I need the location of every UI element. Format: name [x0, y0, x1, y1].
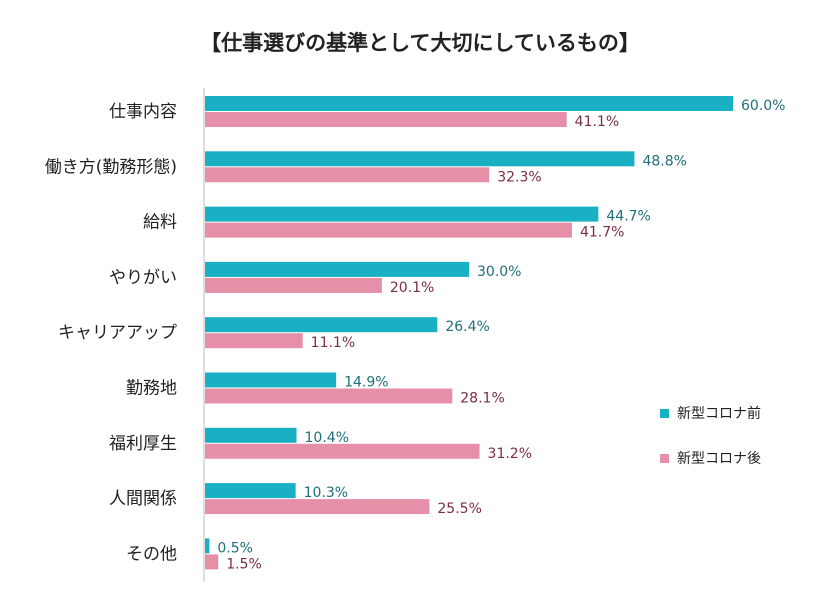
bar-before-7: [205, 483, 296, 499]
bar-after-3: [205, 277, 382, 293]
category-label: 働き方(勤務形態): [45, 157, 177, 177]
data-label: 41.1%: [575, 114, 619, 130]
bar-after-4: [205, 333, 303, 349]
data-label: 41.7%: [580, 225, 624, 241]
bar-after-7: [205, 499, 430, 515]
bar-before-2: [205, 206, 599, 222]
legend-label-before: 新型コロナ前: [677, 405, 761, 422]
data-label: 60.0%: [741, 98, 785, 114]
data-label: 28.1%: [460, 391, 504, 407]
legend-swatch-after: [660, 454, 669, 463]
legend-label-after: 新型コロナ後: [677, 451, 761, 467]
data-label: 31.2%: [488, 446, 532, 462]
bar-after-2: [205, 222, 572, 238]
bar-before-8: [205, 538, 210, 554]
data-label: 44.7%: [606, 209, 650, 225]
bar-after-1: [205, 167, 490, 183]
data-label: 32.3%: [497, 169, 541, 185]
bar-before-1: [205, 151, 635, 167]
bar-before-5: [205, 372, 337, 388]
data-label: 11.1%: [311, 335, 355, 351]
data-label: 20.1%: [390, 280, 434, 296]
data-label: 10.4%: [305, 430, 349, 446]
legend-swatch-before: [660, 409, 669, 418]
bar-after-8: [205, 554, 219, 570]
category-label: キャリアアップ: [58, 323, 177, 343]
bars-group: 仕事内容 60.0% 41.1% 働き方(勤務形態) 48.8% 32.3% 給料 44.7%…: [45, 96, 785, 572]
data-label: 0.5%: [217, 540, 253, 556]
data-label: 14.9%: [344, 375, 388, 391]
bar-before-4: [205, 317, 438, 333]
category-label: 人間関係: [109, 489, 177, 509]
category-label: やりがい: [109, 268, 177, 288]
data-label: 26.4%: [445, 319, 489, 335]
category-label: その他: [126, 544, 177, 564]
bar-after-6: [205, 443, 480, 459]
bar-after-5: [205, 388, 453, 404]
data-label: 48.8%: [642, 153, 686, 169]
category-label: 勤務地: [126, 379, 177, 399]
category-label: 仕事内容: [109, 102, 177, 122]
data-label: 1.5%: [226, 556, 262, 572]
bar-before-0: [205, 96, 733, 111]
data-label: 25.5%: [437, 501, 481, 517]
bar-before-3: [205, 261, 469, 277]
data-label: 30.0%: [477, 264, 521, 280]
category-label: 給料: [143, 213, 177, 233]
bar-after-0: [205, 112, 567, 127]
chart-title: 【仕事選びの基準として大切にしているもの】: [200, 31, 640, 55]
data-label: 10.3%: [304, 485, 348, 501]
bar-before-6: [205, 427, 297, 443]
category-label: 福利厚生: [109, 434, 177, 454]
